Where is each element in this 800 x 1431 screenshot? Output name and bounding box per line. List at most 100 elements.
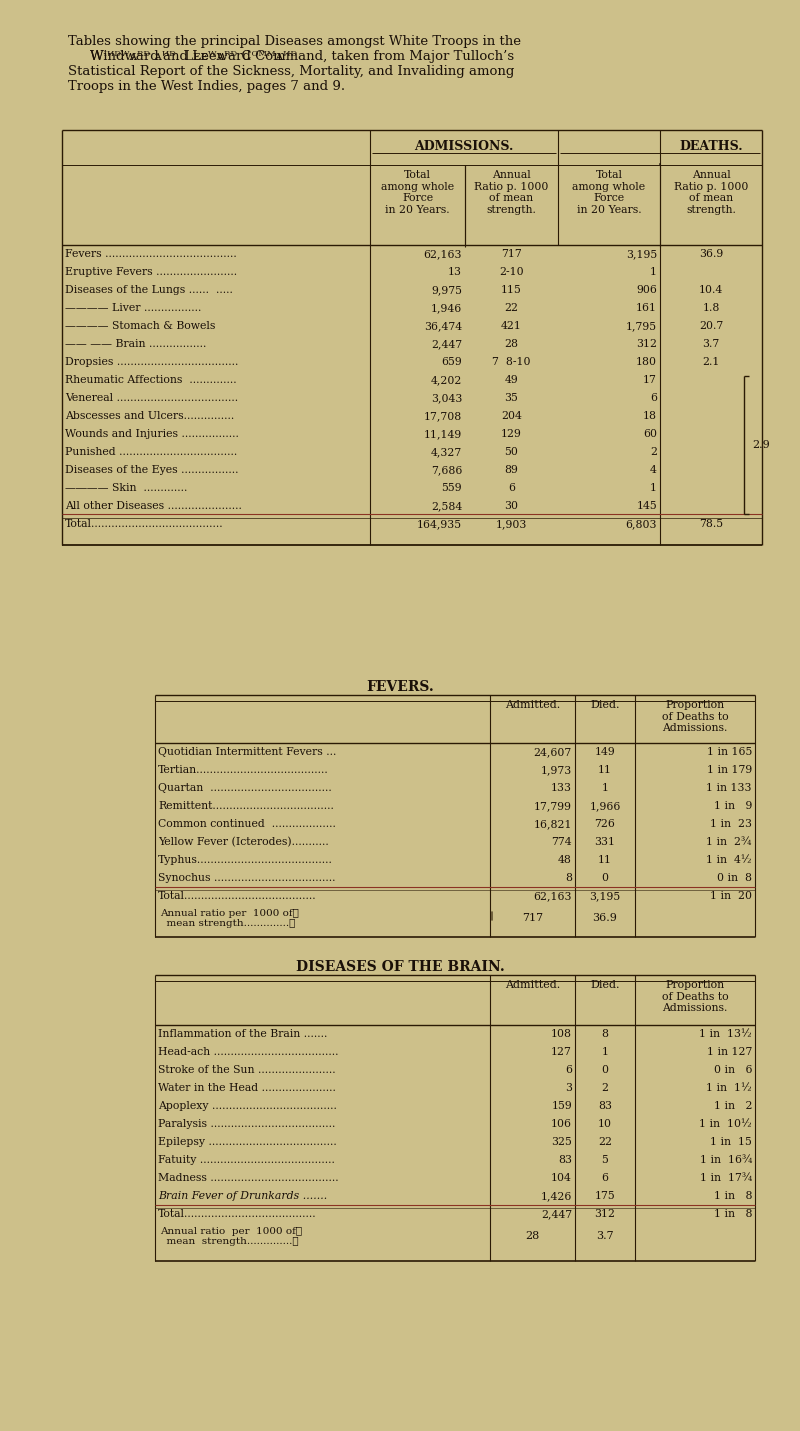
- Text: Remittent....................................: Remittent...............................…: [158, 801, 334, 811]
- Text: 10.4: 10.4: [699, 285, 723, 295]
- Text: 3,195: 3,195: [626, 249, 657, 259]
- Text: 3.7: 3.7: [702, 339, 720, 349]
- Text: 1 in 133: 1 in 133: [706, 783, 752, 793]
- Text: 1: 1: [650, 484, 657, 494]
- Text: 1 in   8: 1 in 8: [714, 1191, 752, 1201]
- Text: DEATHS.: DEATHS.: [679, 140, 743, 153]
- Text: ———— Stomach & Bowels: ———— Stomach & Bowels: [65, 321, 215, 331]
- Text: 0 in  8: 0 in 8: [717, 873, 752, 883]
- Text: Wᴵᴻᴰᵂᴀᴿᴰ ᴀᴻᴰ  Lᴇᴇᵂᴀᴿᴰ Cᴼᴹᴹᴀᴻᴰ: Wᴵᴻᴰᵂᴀᴿᴰ ᴀᴻᴰ Lᴇᴇᵂᴀᴿᴰ Cᴼᴹᴹᴀᴻᴰ: [90, 50, 297, 63]
- Text: 149: 149: [594, 747, 615, 757]
- Text: Died.: Died.: [590, 980, 620, 990]
- Text: 325: 325: [551, 1138, 572, 1148]
- Text: 1: 1: [650, 268, 657, 278]
- Text: 36,474: 36,474: [424, 321, 462, 331]
- Text: 1 in  4½: 1 in 4½: [706, 854, 752, 864]
- Text: 2,447: 2,447: [541, 1209, 572, 1219]
- Text: 1: 1: [602, 1047, 609, 1058]
- Text: 6: 6: [508, 484, 515, 494]
- Text: 129: 129: [501, 429, 522, 439]
- Text: 6,803: 6,803: [626, 519, 657, 529]
- Text: Total.......................................: Total...................................…: [158, 1209, 317, 1219]
- Text: 6: 6: [602, 1173, 609, 1183]
- Text: 145: 145: [636, 501, 657, 511]
- Text: 62,163: 62,163: [534, 892, 572, 902]
- Text: Wounds and Injuries .................: Wounds and Injuries .................: [65, 429, 239, 439]
- Text: 2,447: 2,447: [431, 339, 462, 349]
- Text: 4: 4: [650, 465, 657, 475]
- Text: Brain Fever of Drunkards .......: Brain Fever of Drunkards .......: [158, 1191, 327, 1201]
- Text: 180: 180: [636, 356, 657, 366]
- Text: 1 in 179: 1 in 179: [706, 766, 752, 776]
- Text: 204: 204: [501, 411, 522, 421]
- Text: 717: 717: [522, 913, 543, 923]
- Text: 22: 22: [505, 303, 518, 313]
- Text: 36.9: 36.9: [593, 913, 618, 923]
- Text: Quotidian Intermittent Fevers ...: Quotidian Intermittent Fevers ...: [158, 747, 336, 757]
- Text: Madness ......................................: Madness ................................…: [158, 1173, 338, 1183]
- Text: 1 in  16¾: 1 in 16¾: [699, 1155, 752, 1165]
- Text: 108: 108: [551, 1029, 572, 1039]
- Text: 161: 161: [636, 303, 657, 313]
- Text: Quartan  ....................................: Quartan ................................…: [158, 783, 332, 793]
- Text: Total
among whole
Force
in 20 Years.: Total among whole Force in 20 Years.: [573, 170, 646, 215]
- Text: 1 in  15: 1 in 15: [710, 1138, 752, 1148]
- Text: 35: 35: [505, 394, 518, 404]
- Text: Venereal ....................................: Venereal ...............................…: [65, 394, 238, 404]
- Text: 83: 83: [558, 1155, 572, 1165]
- Text: Rheumatic Affections  ..............: Rheumatic Affections ..............: [65, 375, 237, 385]
- Text: 50: 50: [505, 446, 518, 456]
- Text: 0: 0: [602, 873, 609, 883]
- Text: 774: 774: [551, 837, 572, 847]
- Text: Total.......................................: Total...................................…: [65, 519, 224, 529]
- Text: 1,973: 1,973: [541, 766, 572, 776]
- Text: Synochus ....................................: Synochus ...............................…: [158, 873, 335, 883]
- Text: Annual ratio  per  1000 of⎯
  mean  strength..............⎯: Annual ratio per 1000 of⎯ mean strength.…: [160, 1226, 302, 1246]
- Text: 89: 89: [505, 465, 518, 475]
- Text: 1,795: 1,795: [626, 321, 657, 331]
- Text: 11: 11: [598, 766, 612, 776]
- Text: 8: 8: [565, 873, 572, 883]
- Text: 11,149: 11,149: [424, 429, 462, 439]
- Text: Admitted.: Admitted.: [505, 980, 560, 990]
- Text: 312: 312: [594, 1209, 615, 1219]
- Text: 2.9: 2.9: [752, 439, 770, 449]
- Text: 7  8-10: 7 8-10: [492, 356, 530, 366]
- Text: 17: 17: [643, 375, 657, 385]
- Text: 83: 83: [598, 1100, 612, 1110]
- Text: Epilepsy ......................................: Epilepsy ...............................…: [158, 1138, 337, 1148]
- Text: FEVERS.: FEVERS.: [366, 680, 434, 694]
- Text: 175: 175: [594, 1191, 615, 1201]
- Text: 1.8: 1.8: [702, 303, 720, 313]
- Text: 1 in  13½: 1 in 13½: [699, 1029, 752, 1039]
- Text: ———— Liver .................: ———— Liver .................: [65, 303, 202, 313]
- Text: 2.1: 2.1: [702, 356, 720, 366]
- Text: 17,799: 17,799: [534, 801, 572, 811]
- Text: Admitted.: Admitted.: [505, 700, 560, 710]
- Text: 2: 2: [602, 1083, 609, 1093]
- Text: 1,426: 1,426: [541, 1191, 572, 1201]
- Text: .: .: [658, 155, 662, 167]
- Text: 60: 60: [643, 429, 657, 439]
- Text: 104: 104: [551, 1173, 572, 1183]
- Text: Troops in the West Indies, pages 7 and 9.: Troops in the West Indies, pages 7 and 9…: [68, 80, 345, 93]
- Text: 20.7: 20.7: [699, 321, 723, 331]
- Text: Total.......................................: Total...................................…: [158, 892, 317, 902]
- Text: Eruptive Fevers ........................: Eruptive Fevers ........................: [65, 268, 237, 278]
- Text: Annual ratio per  1000 of⎯
  mean strength..............⎯: Annual ratio per 1000 of⎯ mean strength.…: [160, 909, 299, 929]
- Text: Typhus........................................: Typhus..................................…: [158, 854, 333, 864]
- Text: 1 in   9: 1 in 9: [714, 801, 752, 811]
- Text: Fevers .......................................: Fevers .................................…: [65, 249, 237, 259]
- Text: Fatuity ........................................: Fatuity ................................…: [158, 1155, 335, 1165]
- Text: 312: 312: [636, 339, 657, 349]
- Text: 659: 659: [442, 356, 462, 366]
- Text: 2-10: 2-10: [499, 268, 524, 278]
- Text: 11: 11: [598, 854, 612, 864]
- Text: 13: 13: [448, 268, 462, 278]
- Text: 22: 22: [598, 1138, 612, 1148]
- Text: Tables showing the principal Diseases amongst White Troops in the: Tables showing the principal Diseases am…: [68, 34, 521, 49]
- Text: 1,946: 1,946: [430, 303, 462, 313]
- Text: 7,686: 7,686: [430, 465, 462, 475]
- Text: 906: 906: [636, 285, 657, 295]
- Text: 18: 18: [643, 411, 657, 421]
